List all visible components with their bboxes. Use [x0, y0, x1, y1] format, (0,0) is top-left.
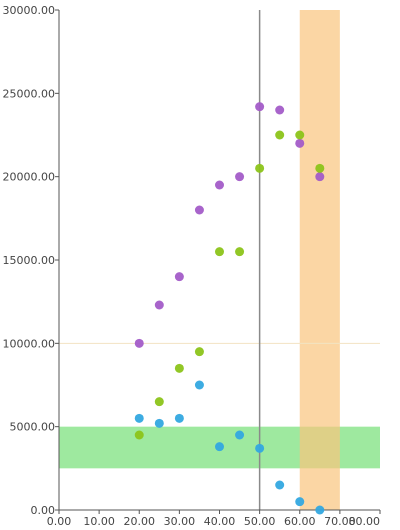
x-tick-label: 50.00 — [244, 515, 276, 528]
data-point — [235, 430, 245, 440]
data-point — [134, 413, 144, 423]
x-tick-label: 60.00 — [284, 515, 316, 528]
data-point — [174, 272, 184, 282]
data-point — [154, 300, 164, 310]
data-point — [275, 480, 285, 490]
y-tick-label: 5000.00 — [10, 421, 56, 434]
x-tick-label: 30.00 — [164, 515, 196, 528]
data-point — [255, 102, 265, 112]
highlight-bands — [59, 10, 380, 510]
data-point — [194, 205, 204, 215]
y-tick-label: 30000.00 — [3, 4, 56, 17]
x-tick-label: 0.00 — [47, 515, 72, 528]
reference-lines — [59, 10, 380, 510]
data-point — [174, 413, 184, 423]
data-point — [235, 247, 245, 257]
data-point — [295, 497, 305, 507]
data-point — [315, 163, 325, 173]
data-point — [315, 172, 325, 182]
y-tick-label: 0.00 — [31, 504, 56, 517]
data-point — [275, 105, 285, 115]
x-tick-label: 40.00 — [204, 515, 236, 528]
data-point — [215, 180, 224, 190]
data-point — [215, 442, 224, 452]
data-point — [295, 130, 305, 140]
y-tick-label: 20000.00 — [3, 171, 56, 184]
data-point — [215, 247, 224, 257]
x-tick-label: 80.00 — [349, 515, 381, 528]
x-tick-label: 10.00 — [83, 515, 115, 528]
y-tick-label: 15000.00 — [3, 254, 56, 267]
data-point — [194, 347, 204, 357]
y-tick-label: 10000.00 — [3, 337, 56, 350]
data-point — [275, 130, 285, 140]
x-tick-label: 20.00 — [124, 515, 156, 528]
data-point — [255, 443, 265, 453]
data-point — [194, 380, 204, 390]
data-point — [174, 363, 184, 373]
data-points — [134, 102, 325, 515]
data-point — [295, 138, 305, 148]
x-range-band — [299, 10, 340, 510]
data-point — [315, 505, 325, 515]
y-tick-label: 25000.00 — [3, 87, 56, 100]
x-tick-label: 70.00 — [324, 515, 356, 528]
data-point — [235, 172, 245, 182]
data-point — [134, 338, 144, 348]
data-point — [154, 418, 164, 428]
data-point — [134, 430, 144, 440]
data-point — [255, 163, 265, 173]
data-point — [154, 397, 164, 407]
axes: 0.00 5000.00 10000.00 15000.00 20000.00 25000… — [3, 4, 381, 528]
